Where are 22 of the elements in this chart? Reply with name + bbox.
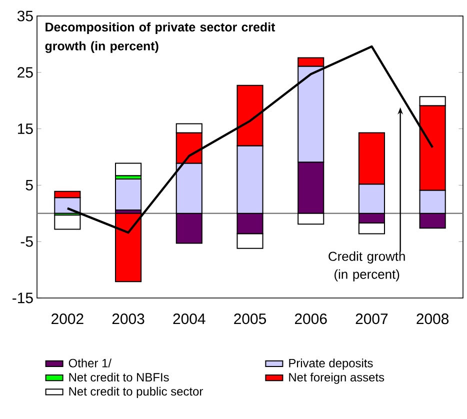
y-tick-label: 5 [26, 180, 33, 190]
legend-label: Other 1/ [68, 358, 112, 368]
legend-label: Net credit to public sector [69, 386, 203, 398]
text: Decomposition of private sector credit growth (in percent) [45, 22, 276, 53]
y-tick-label: 15 [18, 124, 33, 134]
annotation: Credit growth (in percent) [328, 251, 405, 282]
x-tick-label: 2002 [52, 314, 84, 324]
bar [115, 162, 142, 176]
x-tick-label: 2006 [294, 314, 327, 324]
x-tick-label: 2007 [356, 314, 388, 324]
y-tick-label: 25 [18, 67, 33, 78]
x-tick-label: 2004 [173, 314, 206, 324]
y-tick-label: 35 [17, 10, 33, 22]
y-tick-label: -15 [12, 292, 33, 304]
bar [115, 178, 142, 211]
x-tick-label: 2003 [112, 314, 144, 324]
x-tick-label: 2008 [416, 314, 449, 324]
x-tick-label: 2005 [234, 314, 266, 324]
legend-label: Private deposits [289, 358, 373, 370]
y-tick-label: -5 [20, 236, 33, 247]
legend-label: Net credit to NBFIs [69, 372, 169, 382]
legend-label: Net foreign assets [289, 372, 384, 384]
